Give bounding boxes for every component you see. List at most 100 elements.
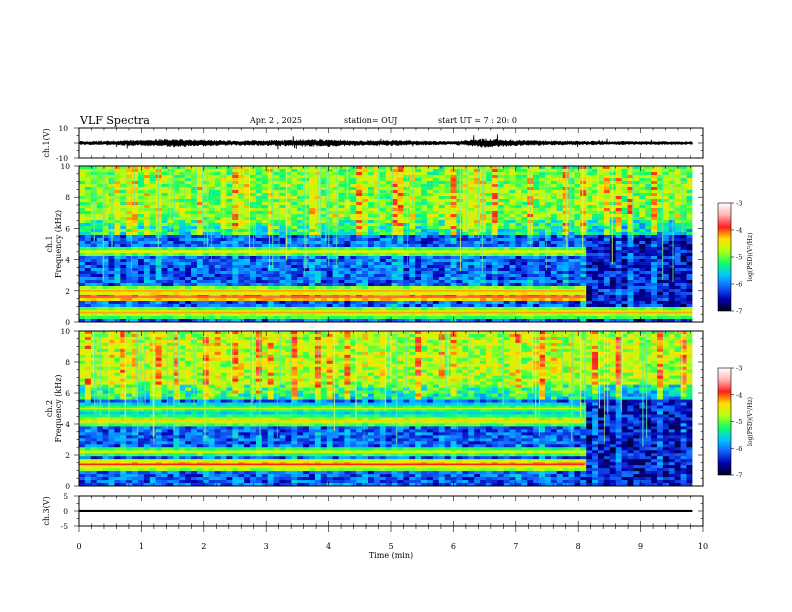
spectrogram-cell bbox=[368, 265, 375, 269]
spectrogram-cell bbox=[627, 253, 634, 257]
spectrogram-cell bbox=[627, 187, 634, 191]
spectrogram-cell bbox=[126, 211, 133, 215]
spectrogram-cell bbox=[350, 226, 357, 230]
spectrogram-cell bbox=[456, 310, 463, 314]
spectrogram-cell bbox=[84, 187, 92, 191]
spectrogram-cell bbox=[279, 229, 286, 233]
spectrogram-cell bbox=[267, 226, 275, 230]
spectrogram-cell bbox=[598, 202, 605, 206]
spectrogram-cell bbox=[609, 304, 617, 308]
spectrogram-cell bbox=[562, 277, 569, 281]
spectrogram-cell bbox=[208, 229, 216, 233]
spectrogram-cell bbox=[326, 220, 334, 224]
spectrogram-cell bbox=[226, 241, 233, 245]
spectrogram-cell bbox=[562, 241, 569, 245]
spectrogram-cell bbox=[503, 307, 510, 311]
spectrogram-cell bbox=[244, 280, 251, 284]
spectrogram-cell bbox=[544, 196, 552, 200]
spectrogram-cell bbox=[539, 205, 546, 209]
spectrogram-cell bbox=[232, 256, 239, 260]
spectrogram-cell bbox=[255, 223, 263, 227]
spectrogram-cell bbox=[149, 292, 157, 296]
spectrogram-cell bbox=[426, 271, 434, 275]
spectrogram-cell bbox=[137, 307, 145, 311]
spectrogram-cell bbox=[556, 274, 564, 278]
spectrogram-cell bbox=[350, 292, 357, 296]
spectrogram-cell bbox=[403, 199, 410, 203]
spectrogram-cell bbox=[126, 244, 133, 248]
spectrogram-cell bbox=[255, 229, 263, 233]
spectrogram-cell bbox=[350, 184, 357, 188]
spectrogram-cell bbox=[491, 220, 499, 224]
spectrogram-cell bbox=[421, 169, 428, 173]
spectrogram-cell bbox=[202, 205, 210, 209]
spectrogram-cell bbox=[267, 247, 275, 251]
spectrogram-cell bbox=[132, 175, 139, 179]
spectrogram-cell bbox=[173, 178, 180, 182]
spectrogram-cell bbox=[84, 307, 92, 311]
spectrogram-cell bbox=[344, 286, 351, 290]
spectrogram-cell bbox=[497, 283, 505, 287]
spectrogram-cell bbox=[391, 298, 398, 302]
spectrogram-cell bbox=[90, 316, 98, 320]
spectrogram-cell bbox=[491, 187, 499, 191]
spectrogram-cell bbox=[232, 187, 239, 191]
spectrogram-cell bbox=[309, 169, 316, 173]
spectrogram-cell bbox=[185, 238, 192, 242]
spectrogram-cell bbox=[167, 268, 174, 272]
spectrogram-cell bbox=[96, 304, 103, 308]
spectrogram-cell bbox=[344, 283, 351, 287]
spectrogram-cell bbox=[114, 310, 121, 314]
spectrogram-cell bbox=[503, 208, 510, 212]
spectrogram-cell bbox=[615, 208, 623, 212]
spectrogram-cell bbox=[338, 205, 345, 209]
spectrogram-cell bbox=[191, 316, 198, 320]
spectrogram-cell bbox=[379, 292, 387, 296]
spectrogram-cell bbox=[114, 313, 121, 317]
spectrogram-cell bbox=[96, 190, 103, 194]
spectrogram-cell bbox=[527, 286, 534, 290]
spectrogram-cell bbox=[515, 211, 522, 215]
spectrogram-cell bbox=[615, 184, 623, 188]
spectrogram-cell bbox=[255, 220, 263, 224]
spectrogram-cell bbox=[179, 178, 186, 182]
spectrogram-cell bbox=[208, 199, 216, 203]
spectrogram-cell bbox=[114, 256, 121, 260]
spectrogram-cell bbox=[362, 280, 369, 284]
spectrogram-cell bbox=[285, 172, 292, 176]
spectrogram-cell bbox=[391, 247, 398, 251]
spectrogram-cell bbox=[444, 205, 451, 209]
spectrogram-cell bbox=[220, 259, 227, 263]
spectrogram-cell bbox=[132, 199, 139, 203]
spectrogram-cell bbox=[291, 304, 298, 308]
spectrogram-cell bbox=[633, 205, 640, 209]
spectrogram-cell bbox=[421, 241, 428, 245]
spectrogram-cell bbox=[96, 172, 103, 176]
spectrogram-cell bbox=[291, 226, 298, 230]
spectrogram-cell bbox=[314, 307, 322, 311]
spectrogram-cell bbox=[202, 241, 210, 245]
spectrogram-cell bbox=[615, 217, 623, 221]
spectrogram-cell bbox=[84, 310, 92, 314]
spectrogram-cell bbox=[267, 172, 275, 176]
spectrogram-cell bbox=[114, 184, 121, 188]
spectrogram-cell bbox=[485, 271, 493, 275]
spectrogram-cell bbox=[415, 214, 422, 218]
spectrogram-cell bbox=[580, 247, 587, 251]
spectrogram-cell bbox=[485, 283, 493, 287]
spectrogram-cell bbox=[291, 235, 298, 239]
spectrogram-cell bbox=[314, 262, 322, 266]
spectrogram-cell bbox=[497, 274, 505, 278]
spectrogram-cell bbox=[497, 247, 505, 251]
spectrogram-cell bbox=[586, 187, 593, 191]
spectrogram-cell bbox=[491, 181, 499, 185]
spectrogram-cell bbox=[385, 244, 392, 248]
spectrogram-cell bbox=[615, 316, 623, 320]
spectrogram-cell bbox=[196, 319, 204, 323]
spectrogram-cell bbox=[491, 298, 499, 302]
spectrogram-cell bbox=[261, 274, 269, 278]
spectrogram-cell bbox=[468, 226, 475, 230]
spectrogram-cell bbox=[273, 208, 280, 212]
spectrogram-cell bbox=[462, 253, 469, 257]
spectrogram-cell bbox=[208, 319, 216, 323]
